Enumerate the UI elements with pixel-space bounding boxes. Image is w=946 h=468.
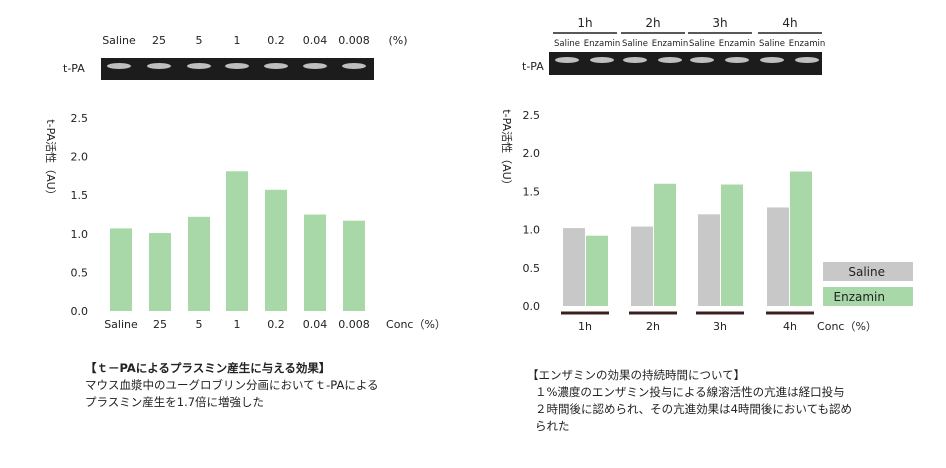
left-chart-bar — [110, 228, 132, 311]
right-gel-lane-label: Enzamin — [789, 39, 825, 49]
right-chart-legend-swatch — [823, 287, 913, 306]
left-chart-bar — [304, 214, 326, 311]
left-gel-lane-label: 25 — [152, 34, 166, 47]
left-chart-ytick-label: 2.5 — [71, 112, 89, 125]
right-gel-time-label: 1h — [577, 16, 592, 30]
left-chart-xtick-label: 0.008 — [338, 318, 370, 331]
right-chart-legend-swatch — [823, 262, 913, 281]
left-chart-xlabel: Conc（%） — [386, 318, 446, 331]
right-caption: 【エンザミンの効果の持続時間について】 １%濃度のエンザミン投与による線溶活性の… — [527, 367, 852, 435]
right-gel-row-label: t-PA — [522, 60, 544, 73]
right-chart-bar-enzamin — [654, 183, 676, 306]
left-chart-ytick-label: 1.0 — [71, 228, 89, 241]
right-chart-ytick-label: 0.5 — [523, 262, 541, 275]
left-chart-bar — [226, 171, 248, 311]
right-gel-image — [549, 52, 822, 75]
left-chart-ylabel: t-PA活性（AU） — [44, 119, 58, 200]
right-chart-bar-saline — [563, 228, 585, 306]
right-chart-bar-enzamin — [721, 184, 743, 306]
right-gel-band — [760, 57, 784, 63]
right-gel-lane-label: Enzamin — [584, 39, 620, 49]
left-chart-ytick-label: 1.5 — [71, 189, 89, 202]
right-caption-title: 【エンザミンの効果の持続時間について】 — [527, 368, 746, 382]
right-chart-xtick-label: 2h — [646, 320, 660, 333]
left-gel-band — [342, 63, 366, 69]
left-gel-band — [264, 63, 288, 69]
right-gel-time-label: 2h — [645, 16, 660, 30]
right-chart-xtick-label: 1h — [578, 320, 592, 333]
right-chart-bar-enzamin — [790, 171, 812, 306]
left-gel-unit-label: (%) — [388, 34, 407, 47]
right-chart-legend-label: Saline — [848, 265, 885, 279]
left-gel-row-label: t-PA — [63, 62, 85, 75]
right-gel-lane-label: Saline — [622, 39, 648, 49]
right-chart-bar-saline — [631, 226, 653, 306]
right-chart-ylabel: t-PA活性（AU） — [500, 109, 514, 190]
left-chart-bar — [149, 233, 171, 311]
left-chart-xtick-label: 1 — [234, 318, 241, 331]
right-gel-time-label: 4h — [782, 16, 797, 30]
left-chart-ytick-label: 0.0 — [71, 305, 89, 318]
left-chart-xtick-label: 0.04 — [303, 318, 328, 331]
left-chart-xtick-label: 5 — [196, 318, 203, 331]
left-gel-band — [147, 63, 171, 69]
left-chart-xtick-label: 0.2 — [267, 318, 285, 331]
right-gel-band — [690, 57, 714, 63]
right-gel-lane-label: Enzamin — [652, 39, 688, 49]
left-gel-lane-label: 0.008 — [338, 34, 370, 47]
right-chart-xtick-label: 3h — [713, 320, 727, 333]
left-caption-line-2: プラスミン産生を1.7倍に増強した — [85, 395, 265, 409]
right-chart-ytick-label: 2.5 — [523, 109, 541, 122]
left-chart-ytick-label: 2.0 — [71, 151, 89, 164]
right-chart-bar-saline — [767, 207, 789, 306]
right-chart-ytick-label: 2.0 — [523, 147, 541, 160]
right-gel-band — [590, 57, 614, 63]
right-gel-lane-label: Saline — [759, 39, 785, 49]
right-gel-lane-label: Enzamin — [719, 39, 755, 49]
right-gel-lane-label: Saline — [554, 39, 580, 49]
right-caption-line-3: られた — [535, 419, 570, 433]
right-chart-ytick-label: 1.0 — [523, 224, 541, 237]
left-gel-lane-label: 5 — [196, 34, 203, 47]
right-gel-band — [555, 57, 579, 63]
left-gel-band — [187, 63, 211, 69]
left-caption: 【ｔ－PAによるプラスミン産生に与える効果】 マウス血漿中のユーグロブリン分画に… — [85, 360, 379, 411]
left-chart-xtick-label: Saline — [104, 318, 138, 331]
right-chart-bar-enzamin — [586, 235, 608, 306]
left-gel-band — [303, 63, 327, 69]
right-caption-line-1: １%濃度のエンザミン投与による線溶活性の亢進は経口投与 — [535, 385, 845, 399]
right-chart-xtick-label: 4h — [783, 320, 797, 333]
left-chart-bar — [188, 216, 210, 311]
left-gel-lane-label: Saline — [102, 34, 136, 47]
left-gel-lane-label: 0.2 — [267, 34, 285, 47]
right-gel-band — [795, 57, 819, 63]
left-gel-lane-label: 0.04 — [303, 34, 328, 47]
right-chart-bar-saline — [698, 214, 720, 306]
left-gel-lane-label: 1 — [234, 34, 241, 47]
left-chart-xtick-label: 25 — [153, 318, 167, 331]
left-gel-band — [225, 63, 249, 69]
left-gel-image — [101, 58, 374, 80]
left-gel-band — [107, 63, 131, 69]
left-chart-ytick-label: 0.5 — [71, 266, 89, 279]
right-gel-band — [623, 57, 647, 63]
right-gel-band — [725, 57, 749, 63]
right-gel-band — [658, 57, 682, 63]
left-chart-bar — [343, 220, 365, 311]
right-caption-line-2: ２時間後に認められ、その亢進効果は4時間後においても認め — [535, 402, 853, 416]
right-gel-lane-label: Saline — [689, 39, 715, 49]
right-chart-ytick-label: 1.5 — [523, 185, 541, 198]
right-gel-time-label: 3h — [712, 16, 727, 30]
right-chart-xlabel: Conc（%） — [817, 320, 877, 333]
left-caption-line-1: マウス血漿中のユーグロブリン分画においてｔ-PAによる — [85, 378, 379, 392]
right-chart-legend-label: Enzamin — [834, 290, 885, 304]
left-caption-title: 【ｔ－PAによるプラスミン産生に与える効果】 — [85, 361, 331, 375]
right-chart-ytick-label: 0.0 — [523, 300, 541, 313]
left-chart-bar — [265, 189, 287, 311]
